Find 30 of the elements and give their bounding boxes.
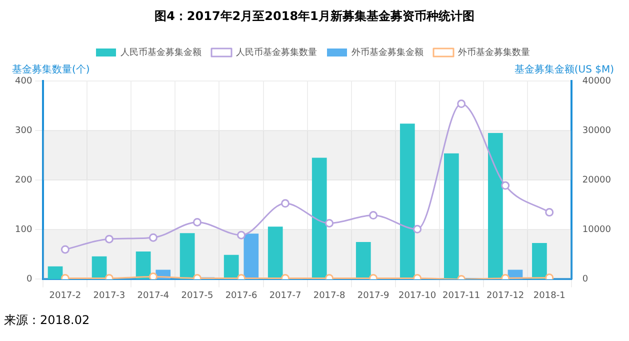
y2-tick-label: 40000 [582,76,612,86]
x-tick-label: 2017-12 [486,290,524,301]
legend-label: 人民币基金募集数量 [236,46,317,58]
y2-tick-label: 20000 [582,175,612,186]
legend-label: 外币基金募集数量 [458,46,530,58]
x-tick-label: 2017-7 [269,290,302,301]
x-tick-label: 2017-4 [137,290,170,301]
x-tick-label: 2017-5 [181,290,214,301]
y-axis-title: 基金募集数量(个) [12,64,90,76]
y-tick-label: 200 [14,175,32,186]
x-tick-label: 2017-3 [93,290,126,301]
y-tick-label: 0 [26,274,32,285]
y2-tick-label: 10000 [582,224,612,235]
x-tick-label: 2017-9 [357,290,390,301]
y2-tick-label: 0 [582,274,588,285]
x-tick-label: 2018-1 [533,290,566,301]
y-tick-label: 400 [14,76,32,86]
legend-label: 人民币基金募集金额 [120,46,202,58]
x-tick-label: 2017-11 [442,290,480,301]
y-tick-label: 100 [14,224,32,235]
y-tick-label: 300 [14,126,32,136]
legend-label: 外币基金募集金额 [352,46,424,58]
source-note: 来源：2018.02 [3,312,91,329]
chart-title: 图4：2017年2月至2018年1月新募集基金募资币种统计图 [154,8,476,25]
x-tick-label: 2017-2 [49,290,82,301]
y2-tick-label: 30000 [582,126,612,136]
x-tick-label: 2017-10 [398,290,436,301]
x-tick-label: 2017-6 [225,290,258,301]
y2-axis-title: 基金募集金额(US $M) [514,64,614,76]
x-tick-label: 2017-8 [313,290,346,301]
